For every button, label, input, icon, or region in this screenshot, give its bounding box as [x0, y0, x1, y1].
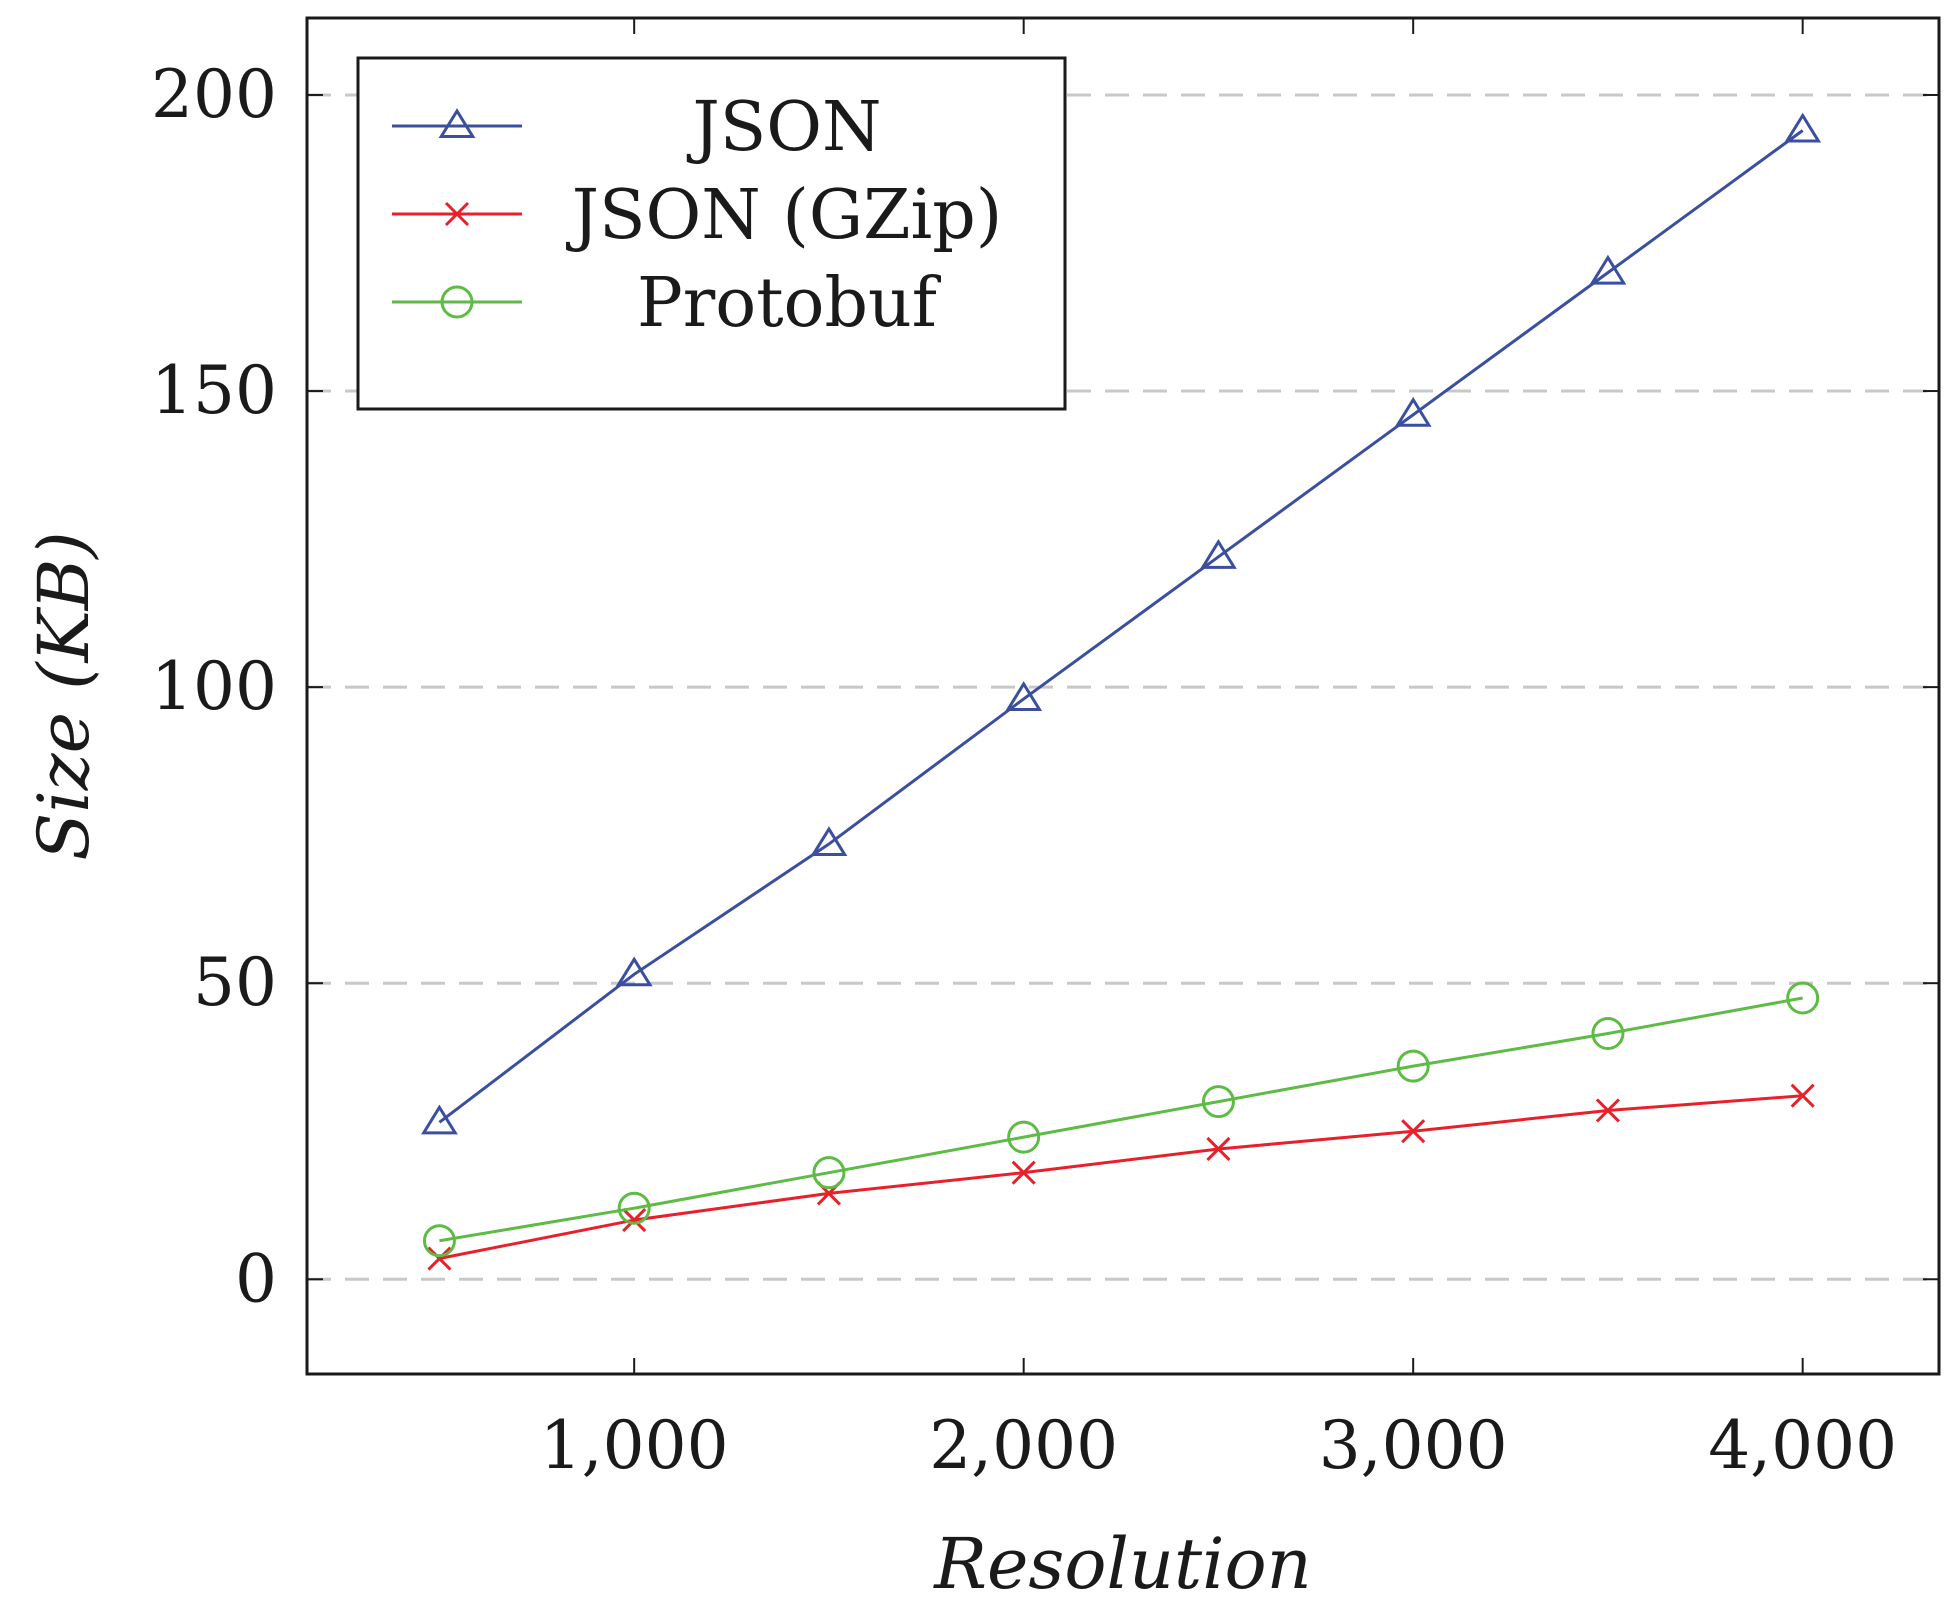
data-point: [1394, 396, 1432, 427]
x-tick-label: 3,000: [1319, 1407, 1508, 1484]
data-point: [617, 1191, 651, 1225]
tick-labels: 0 50 100 150 200 1,000 2,000 3,000 4,000: [151, 56, 1897, 1484]
data-point: [1589, 254, 1627, 285]
series-line: [438, 129, 1804, 1124]
y-tick-label: 200: [151, 56, 277, 133]
y-tick-label: 100: [151, 648, 277, 725]
data-point: [615, 956, 653, 987]
series-2: [422, 981, 1820, 1258]
legend-label: Protobuf: [637, 264, 942, 343]
data-point: [1591, 1017, 1625, 1051]
data-point: [810, 826, 848, 857]
data-point: [622, 1207, 647, 1233]
y-axis-title: Size (KB): [23, 531, 105, 860]
axis-ticks: [307, 18, 1939, 1374]
legend-entry: JSON: [392, 88, 882, 167]
data-point: [1007, 1120, 1041, 1154]
data-point: [1396, 1049, 1430, 1083]
legend-entry: Protobuf: [392, 264, 942, 343]
legend: JSON JSON (GZip) Protobuf: [356, 56, 1067, 411]
data-point: [1005, 681, 1043, 711]
data-point: [1790, 1083, 1815, 1108]
legend-label: JSON (GZip): [566, 176, 1003, 255]
legend-marker: [440, 285, 474, 319]
series-line: [439, 996, 1803, 1243]
data-point: [1206, 1136, 1231, 1162]
series-0: [420, 112, 1822, 1135]
data-point: [1595, 1098, 1620, 1123]
data-point: [422, 1224, 456, 1258]
plot-frame: [305, 16, 1941, 1376]
x-tick-label: 4,000: [1708, 1407, 1897, 1484]
x-axis-title: Resolution: [932, 1523, 1311, 1603]
legend-marker: [444, 201, 470, 227]
legend-box: [356, 56, 1067, 411]
x-tick-label: 1,000: [540, 1407, 729, 1484]
legend-marker: [438, 108, 476, 138]
data-point: [1786, 981, 1820, 1015]
data-point: [1201, 1085, 1235, 1119]
series-line: [439, 1094, 1803, 1261]
x-tick-label: 2,000: [929, 1407, 1118, 1484]
data-point: [420, 1104, 458, 1135]
data-point: [1401, 1119, 1426, 1144]
series-layer: [420, 112, 1822, 1271]
y-tick-label: 50: [193, 944, 277, 1021]
data-point: [1199, 538, 1237, 569]
data-point: [1784, 112, 1822, 143]
data-point: [812, 1156, 846, 1190]
legend-label: JSON: [686, 88, 881, 167]
legend-entry: JSON (GZip): [392, 176, 1002, 255]
series-1: [427, 1083, 1815, 1271]
y-tick-label: 0: [235, 1240, 277, 1317]
data-point: [1011, 1160, 1036, 1185]
data-point: [427, 1246, 452, 1271]
y-tick-label: 150: [151, 352, 277, 429]
